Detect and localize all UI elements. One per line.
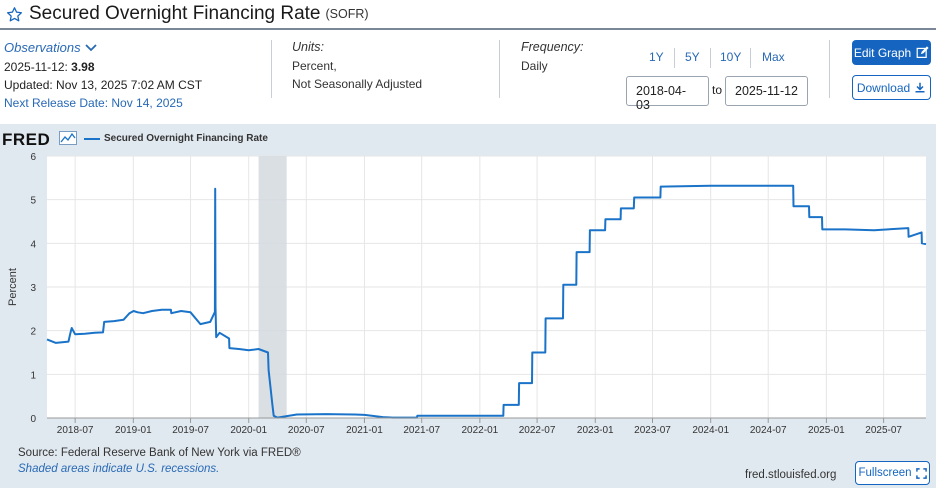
units-line2: Not Seasonally Adjusted: [292, 77, 423, 91]
range-divider: [750, 48, 751, 68]
page-title: Secured Overnight Financing Rate: [29, 3, 321, 24]
fullscreen-icon: [915, 467, 927, 479]
next-release-link[interactable]: Next Release Date: Nov 14, 2025: [4, 96, 183, 110]
legend-label: Secured Overnight Financing Rate: [104, 133, 268, 144]
x-tick-label: 2023-01: [577, 425, 614, 436]
range-max-button[interactable]: Max: [762, 50, 785, 64]
series-line: [46, 184, 927, 419]
units-label: Units:: [292, 40, 324, 54]
x-tick-label: 2020-07: [288, 425, 325, 436]
x-tick-label: 2021-01: [346, 425, 383, 436]
edit-icon: [916, 46, 929, 58]
x-tick-label: 2022-07: [519, 425, 556, 436]
divider: [271, 40, 272, 98]
divider: [829, 40, 830, 98]
y-tick-label: 0: [30, 414, 36, 425]
y-tick-label: 4: [30, 239, 36, 250]
fullscreen-label: Fullscreen: [858, 467, 912, 479]
x-tick-label: 2025-07: [865, 425, 902, 436]
x-tick-label: 2021-07: [403, 425, 440, 436]
edit-graph-button[interactable]: Edit Graph: [852, 40, 931, 65]
y-tick-label: 3: [30, 283, 36, 294]
y-tick-label: 1: [30, 370, 36, 381]
x-tick-label: 2022-01: [462, 425, 499, 436]
range-1y-button[interactable]: 1Y: [649, 50, 664, 64]
series-meta: Observations 2025-11-12: 3.98 Updated: N…: [0, 30, 936, 118]
download-label: Download: [856, 80, 911, 95]
title-bar: Secured Overnight Financing Rate (SOFR): [0, 0, 936, 30]
edit-graph-label: Edit Graph: [853, 45, 912, 60]
fred-url: fred.stlouisfed.org: [745, 469, 837, 481]
y-tick-label: 5: [30, 196, 36, 207]
fullscreen-button[interactable]: Fullscreen: [855, 461, 930, 485]
chevron-down-icon: [84, 43, 97, 51]
recession-note: Shaded areas indicate U.S. recessions.: [18, 463, 220, 475]
y-tick-label: 2: [30, 327, 36, 338]
latest-observation: 2025-11-12: 3.98: [4, 60, 95, 74]
range-divider: [674, 48, 675, 68]
series-id: (SOFR): [325, 7, 369, 21]
x-tick-label: 2023-07: [634, 425, 671, 436]
x-tick-label: 2025-01: [808, 425, 845, 436]
range-5y-button[interactable]: 5Y: [685, 50, 700, 64]
source-text: Source: Federal Reserve Bank of New York…: [18, 447, 301, 459]
download-button[interactable]: Download: [852, 75, 931, 100]
sofr-line-chart: 0 1 2 3 4 5 6 2018-07 2019-01 2019-07 2020-01 2020-…: [7, 152, 927, 436]
frequency-value: Daily: [521, 59, 548, 73]
date-to-label: to: [712, 83, 723, 97]
observations-label: Observations: [4, 40, 81, 55]
x-tick-label: 2024-01: [692, 425, 729, 436]
fred-chart-icon: [59, 131, 77, 145]
observation-date: 2025-11-12:: [4, 60, 68, 74]
start-date-input[interactable]: 2018-04-03: [626, 76, 709, 112]
x-tick-label: 2018-07: [57, 425, 94, 436]
end-date-input[interactable]: 2025-11-12: [725, 76, 808, 106]
legend-swatch: [84, 138, 100, 140]
units-line1: Percent,: [292, 59, 337, 73]
updated-text: Updated: Nov 13, 2025 7:02 AM CST: [4, 78, 203, 92]
fred-logo: FRED: [2, 130, 51, 149]
frequency-label: Frequency:: [521, 40, 584, 54]
x-tick-label: 2024-07: [750, 425, 787, 436]
x-tick-label: 2020-01: [230, 425, 267, 436]
observation-value: 3.98: [71, 60, 95, 74]
divider: [499, 40, 500, 98]
observations-toggle[interactable]: Observations: [4, 40, 97, 55]
recession-band: [258, 156, 287, 418]
y-tick-label: 6: [30, 152, 36, 163]
x-tick-label: 2019-07: [172, 425, 209, 436]
range-divider: [710, 48, 711, 68]
download-icon: [915, 82, 925, 92]
range-10y-button[interactable]: 10Y: [720, 50, 742, 64]
star-icon[interactable]: [6, 6, 23, 23]
x-tick-label: 2019-01: [115, 425, 152, 436]
y-axis-label: Percent: [7, 268, 19, 306]
